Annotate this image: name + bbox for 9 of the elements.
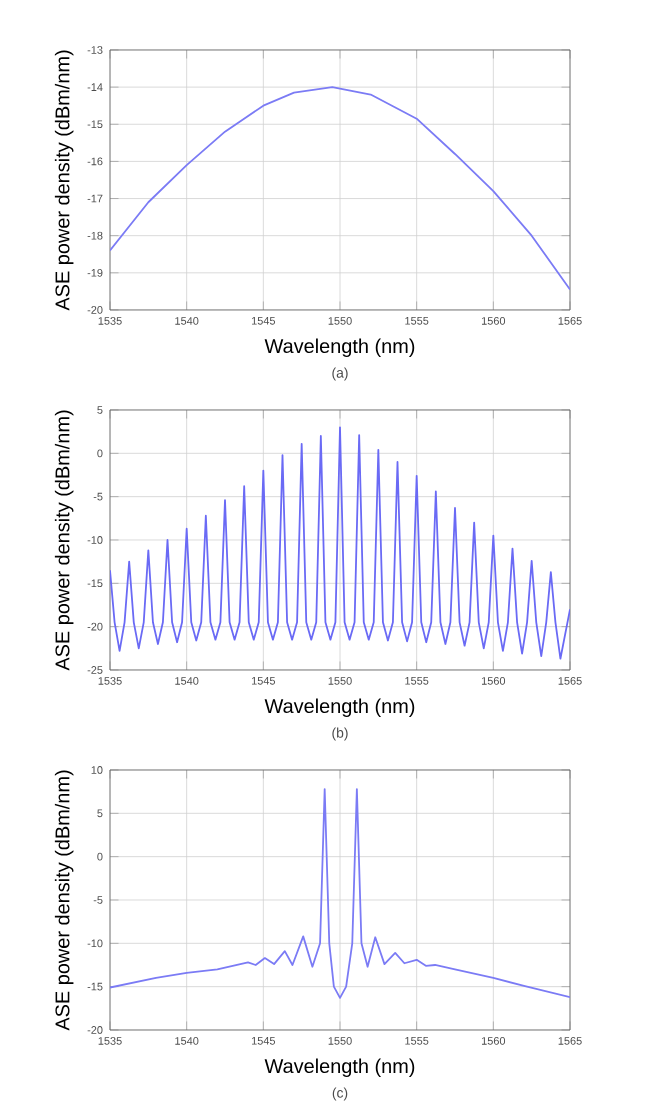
x-axis-title: Wavelength (nm) [264, 338, 415, 358]
y-axis-title: ASE power density (dBm/nm) [54, 410, 74, 671]
y-axis-title: ASE power density (dBm/nm) [54, 770, 74, 1031]
x-axis-title: Wavelength (nm) [264, 1058, 415, 1078]
x-axis-title: Wavelength (nm) [264, 698, 415, 718]
line-series [110, 86, 570, 291]
line-series [110, 788, 570, 999]
line-series [110, 426, 570, 660]
y-axis-title: ASE power density (dBm/nm) [54, 50, 74, 311]
